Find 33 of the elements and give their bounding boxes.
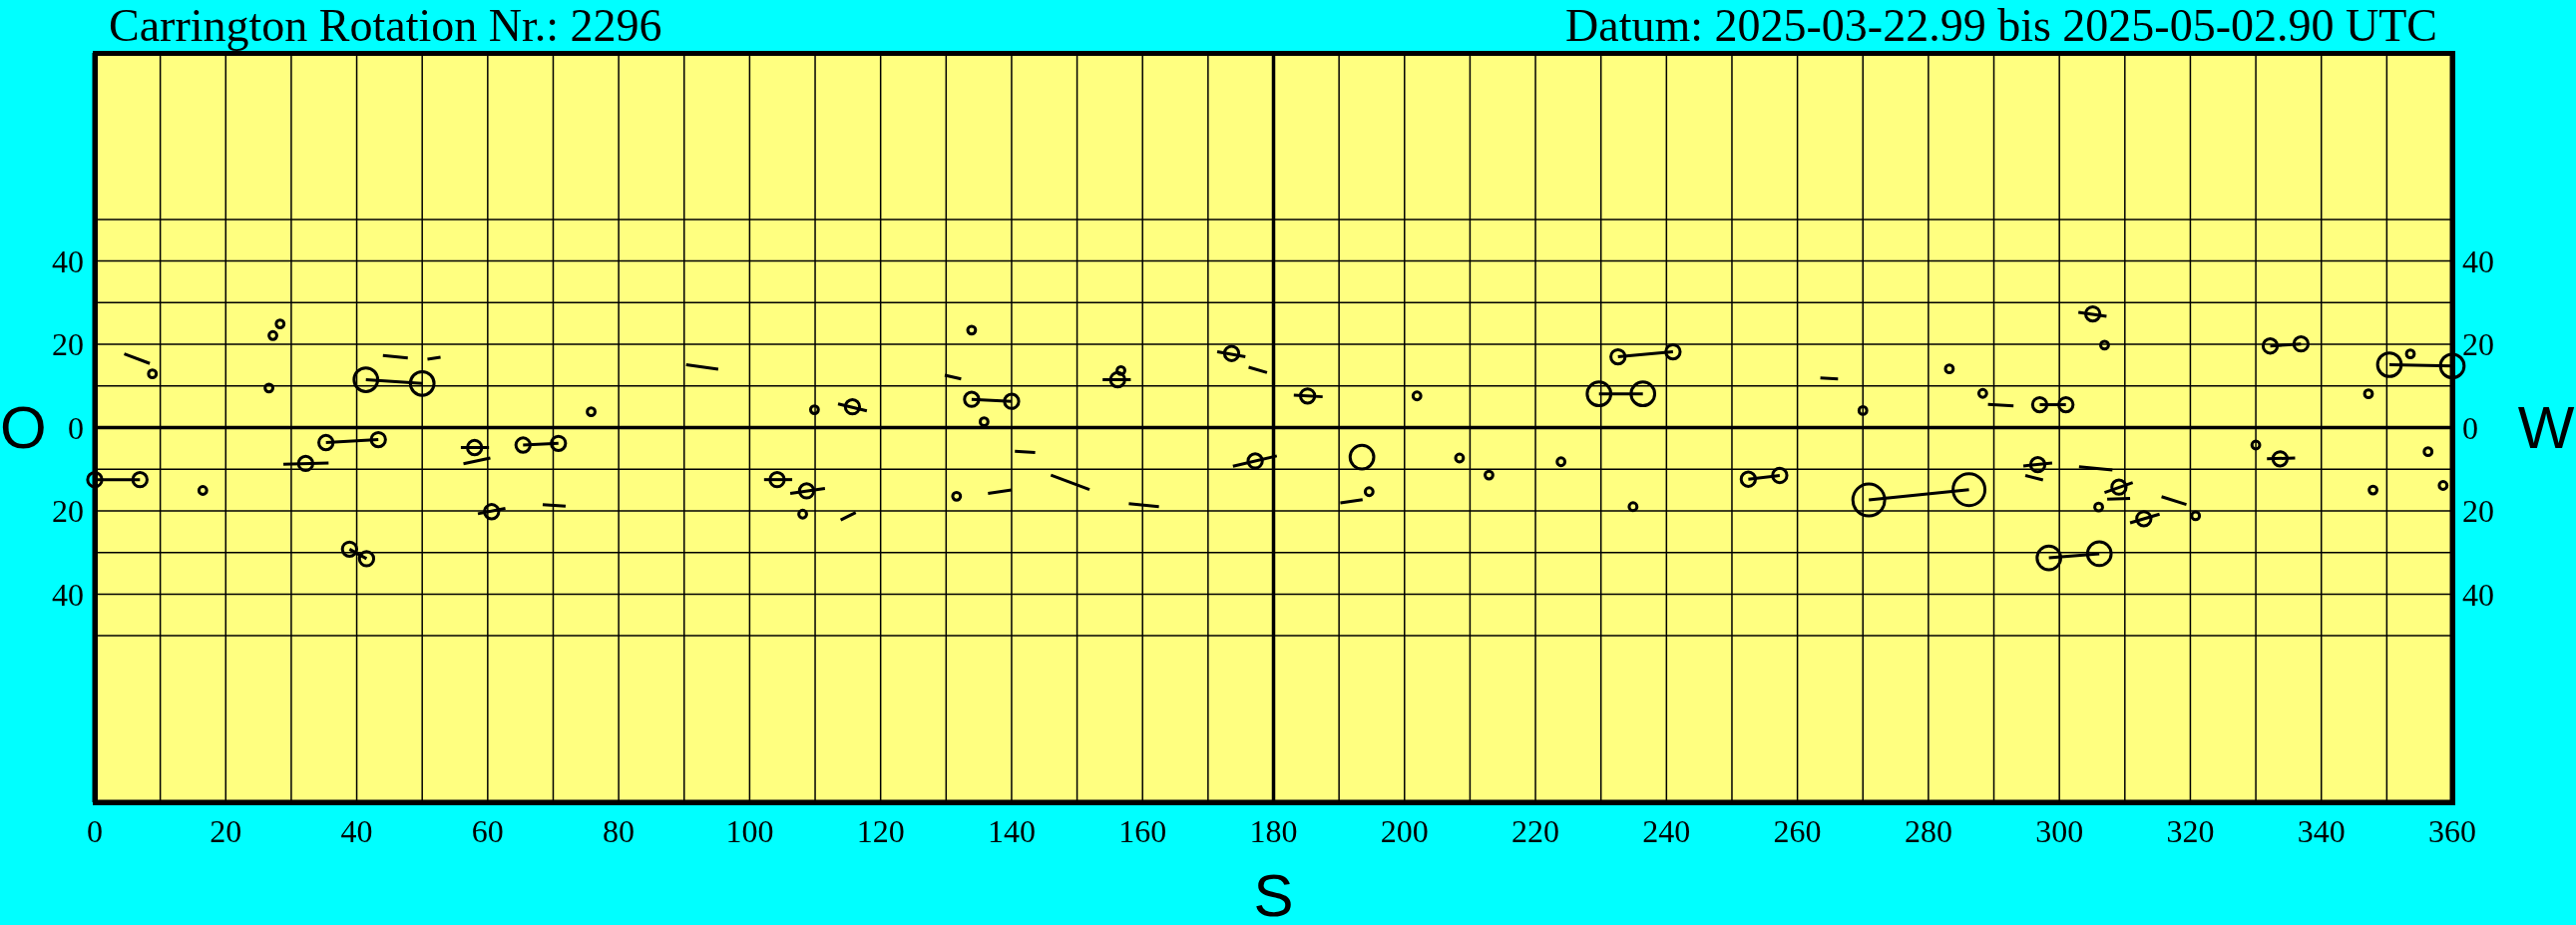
chart-title: Carrington Rotation Nr.: 2296	[109, 0, 662, 51]
x-tick-label: 200	[1380, 812, 1429, 849]
chart-subtitle: Datum: 2025-03-22.99 bis 2025-05-02.90 UTC	[1565, 0, 2437, 51]
y-tick-label: 20	[52, 326, 84, 363]
x-tick-label: 280	[1904, 812, 1952, 849]
x-tick-label: 80	[603, 812, 636, 849]
x-tick-label: 360	[2428, 812, 2476, 849]
x-tick-label: 140	[987, 812, 1036, 849]
x-tick-label: 320	[2166, 812, 2215, 849]
y-axis-title: O	[0, 394, 47, 461]
x-tick-label: 60	[471, 812, 504, 849]
x-tick-label: 100	[725, 812, 774, 849]
y-tick-label: 40	[52, 576, 84, 613]
x-tick-label: 220	[1511, 812, 1560, 849]
x-tick-label: 260	[1773, 812, 1822, 849]
x-tick-label: 180	[1249, 812, 1298, 849]
x-tick-label: 240	[1642, 812, 1691, 849]
x-tick-label: 40	[340, 812, 373, 849]
x-tick-label: 160	[1118, 812, 1167, 849]
y2-tick-label: 40	[2462, 242, 2494, 279]
x-tick-label: 340	[2297, 812, 2346, 849]
y-tick-label: 20	[52, 493, 84, 530]
x-tick-label: 20	[210, 812, 242, 849]
y2-tick-label: 40	[2462, 576, 2494, 613]
y2-tick-label: 0	[2462, 409, 2478, 446]
y2-tick-label: 20	[2462, 326, 2494, 363]
x-axis-title: S	[1252, 862, 1295, 925]
y2-tick-label: 20	[2462, 493, 2494, 530]
x-tick-label: 120	[856, 812, 905, 849]
x-tick-label: 300	[2035, 812, 2084, 849]
y-tick-label: 40	[52, 242, 84, 279]
y-tick-label: 0	[68, 409, 84, 446]
y2-axis-title: W	[2516, 394, 2576, 461]
